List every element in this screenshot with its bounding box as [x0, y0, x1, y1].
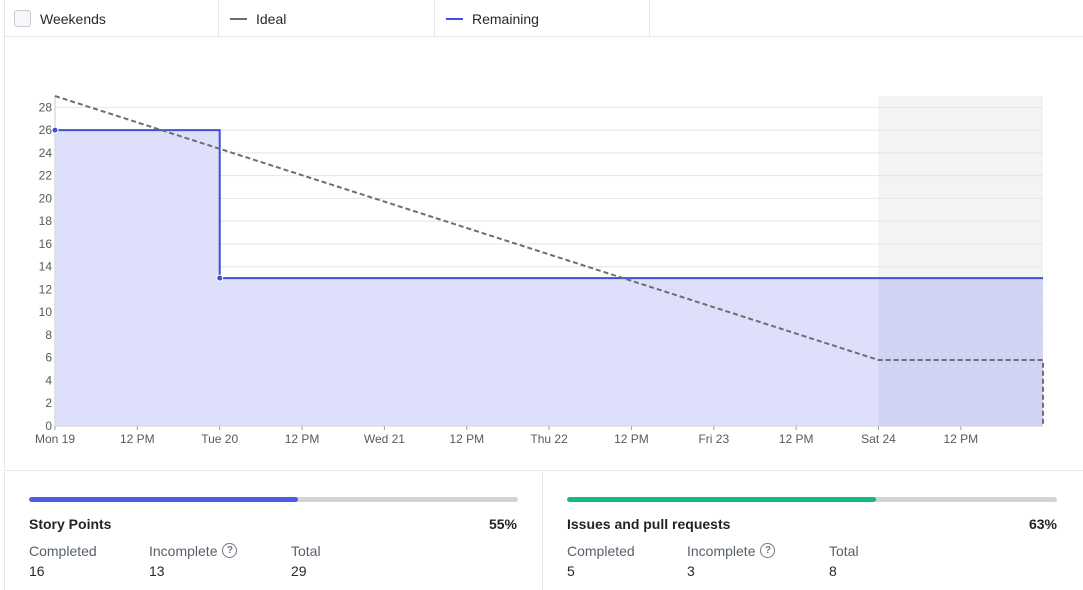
y-tick-label: 18 [39, 214, 53, 228]
total-value: 8 [829, 563, 837, 579]
y-tick-label: 16 [39, 237, 53, 251]
x-tick-label: 12 PM [120, 432, 155, 446]
issues-title: Issues and pull requests [567, 516, 731, 532]
x-tick-label: Fri 23 [698, 432, 729, 446]
story-points-incomplete: Incomplete ? 13 [149, 542, 238, 580]
remaining-point [51, 126, 59, 134]
ideal-label: Ideal [256, 10, 287, 27]
completed-label: Completed [29, 542, 97, 559]
y-tick-label: 14 [39, 260, 53, 274]
issues-incomplete: Incomplete ? 3 [687, 542, 776, 580]
help-circle-icon[interactable]: ? [760, 543, 776, 558]
y-tick-label: 24 [39, 146, 53, 160]
y-tick-label: 6 [45, 351, 52, 365]
y-tick-label: 4 [45, 373, 52, 387]
story-points-percent: 55% [488, 516, 517, 532]
remaining-point [216, 274, 224, 282]
weekends-toggle[interactable]: Weekends [5, 0, 219, 37]
issues-progress-track [567, 497, 1057, 502]
y-tick-label: 12 [39, 282, 53, 296]
incomplete-value: 13 [149, 563, 165, 579]
burndown-chart-area: 0 2 4 6 8 10 12 14 16 18 20 22 24 26 28 Mon 19 12 PM Tue … [4, 37, 1083, 471]
incomplete-label: Incomplete [149, 542, 218, 559]
ideal-line-swatch [230, 17, 247, 20]
weekend-area-tint [878, 278, 1043, 426]
total-label: Total [291, 542, 321, 559]
weekends-checkbox[interactable] [14, 10, 31, 27]
x-tick-label: 12 PM [614, 432, 649, 446]
issues-total: Total 8 [829, 542, 859, 580]
y-tick-label: 2 [45, 396, 52, 410]
x-tick-label: 12 PM [944, 432, 979, 446]
x-tick-label: 12 PM [285, 432, 320, 446]
remaining-line-swatch [446, 17, 463, 20]
incomplete-label: Incomplete [687, 542, 756, 559]
y-tick-label: 0 [45, 419, 52, 433]
x-tick-label: Mon 19 [35, 432, 75, 446]
remaining-label: Remaining [472, 10, 539, 27]
issues-percent: 63% [1028, 516, 1057, 532]
story-points-title: Story Points [29, 516, 112, 532]
y-tick-label: 22 [39, 169, 53, 183]
x-tick-label: Tue 20 [201, 432, 238, 446]
remaining-line [55, 129, 1043, 280]
ideal-line [54, 95, 1044, 426]
x-tick-label: 12 PM [449, 432, 484, 446]
x-tick-label: Thu 22 [530, 432, 568, 446]
y-tick-label: 20 [39, 191, 53, 205]
issues-completed: Completed 5 [567, 542, 635, 580]
issues-progress-fill [567, 497, 876, 502]
y-tick-label: 10 [39, 305, 53, 319]
y-tick-label: 28 [39, 100, 53, 114]
story-points-progress-track [29, 497, 518, 502]
completed-label: Completed [567, 542, 635, 559]
y-tick-label: 26 [39, 123, 53, 137]
incomplete-value: 3 [687, 563, 695, 579]
completed-value: 16 [29, 563, 45, 579]
story-points-total: Total 29 [291, 542, 321, 580]
chart-legend: Weekends Ideal Remaining [4, 0, 1083, 37]
total-label: Total [829, 542, 859, 559]
story-points-completed: Completed 16 [29, 542, 97, 580]
x-tick-label: Wed 21 [364, 432, 405, 446]
total-value: 29 [291, 563, 307, 579]
help-circle-icon[interactable]: ? [222, 543, 238, 558]
issues-panel: Issues and pull requests 63% Completed 5… [543, 472, 1083, 590]
story-points-panel: Story Points 55% Completed 16 Incomplete… [4, 472, 543, 590]
weekends-label: Weekends [40, 10, 106, 27]
completed-value: 5 [567, 563, 575, 579]
x-tick-label: 12 PM [779, 432, 814, 446]
story-points-progress-fill [29, 497, 298, 502]
legend-ideal[interactable]: Ideal [219, 0, 435, 37]
x-tick-label: Sat 24 [861, 432, 896, 446]
y-tick-label: 8 [45, 328, 52, 342]
legend-remaining[interactable]: Remaining [435, 0, 650, 37]
